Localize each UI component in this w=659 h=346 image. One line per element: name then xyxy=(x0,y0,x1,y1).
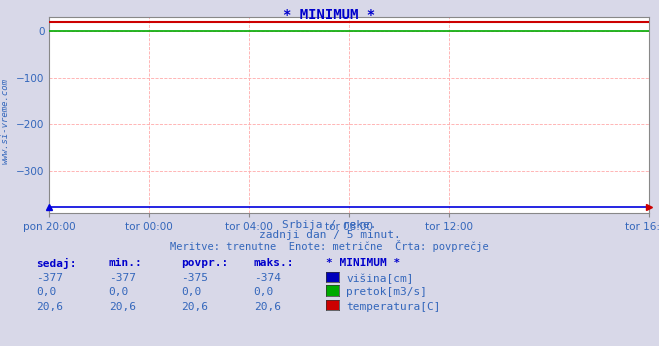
Text: temperatura[C]: temperatura[C] xyxy=(346,302,440,312)
Text: povpr.:: povpr.: xyxy=(181,258,229,268)
Text: 0,0: 0,0 xyxy=(36,287,57,297)
Text: višina[cm]: višina[cm] xyxy=(346,273,413,284)
Text: min.:: min.: xyxy=(109,258,142,268)
Text: -374: -374 xyxy=(254,273,281,283)
Text: 20,6: 20,6 xyxy=(254,302,281,312)
Text: 0,0: 0,0 xyxy=(109,287,129,297)
Text: * MINIMUM *: * MINIMUM * xyxy=(326,258,401,268)
Text: Meritve: trenutne  Enote: metrične  Črta: povprečje: Meritve: trenutne Enote: metrične Črta: … xyxy=(170,240,489,253)
Text: 0,0: 0,0 xyxy=(181,287,202,297)
Text: 0,0: 0,0 xyxy=(254,287,274,297)
Text: Srbija / reke.: Srbija / reke. xyxy=(282,220,377,230)
Text: -375: -375 xyxy=(181,273,208,283)
Text: pretok[m3/s]: pretok[m3/s] xyxy=(346,287,427,297)
Text: www.si-vreme.com: www.si-vreme.com xyxy=(1,78,10,164)
Text: 20,6: 20,6 xyxy=(36,302,63,312)
Text: * MINIMUM *: * MINIMUM * xyxy=(283,8,376,21)
Text: 20,6: 20,6 xyxy=(181,302,208,312)
Text: sedaj:: sedaj: xyxy=(36,258,76,269)
Text: -377: -377 xyxy=(109,273,136,283)
Text: -377: -377 xyxy=(36,273,63,283)
Text: maks.:: maks.: xyxy=(254,258,294,268)
Text: 20,6: 20,6 xyxy=(109,302,136,312)
Text: zadnji dan / 5 minut.: zadnji dan / 5 minut. xyxy=(258,230,401,240)
